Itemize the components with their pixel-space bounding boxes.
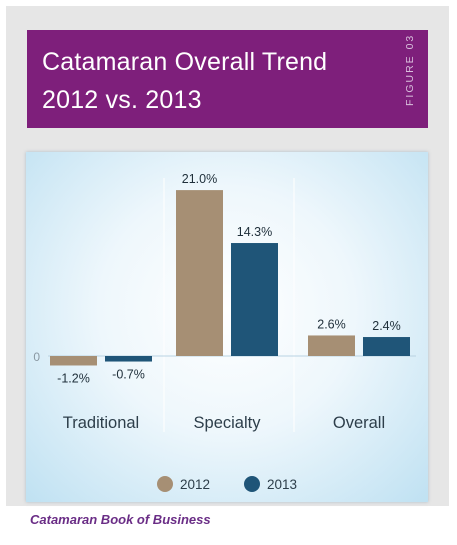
data-label: -0.7%	[112, 368, 145, 382]
bar-2013-specialty	[231, 243, 278, 356]
data-label: -1.2%	[57, 371, 90, 385]
source-note: Catamaran Book of Business	[30, 512, 211, 527]
data-label: 2.4%	[372, 319, 401, 333]
legend-label: 2012	[180, 477, 210, 492]
legend-label: 2013	[267, 477, 297, 492]
data-label: 21.0%	[182, 172, 217, 186]
category-label: Specialty	[194, 414, 262, 432]
bar-2012-traditional	[50, 356, 97, 366]
chart-subtitle: 2012 vs. 2013	[42, 86, 202, 114]
bar-2012-overall	[308, 335, 355, 356]
data-label: 14.3%	[237, 225, 272, 239]
chart-title: Catamaran Overall Trend	[42, 48, 328, 76]
chart-panel: 0 -1.2% 21.0% 2.6% -0.7% 14.3% 2.4% Traditional…	[26, 152, 428, 502]
bar-2013-overall	[363, 337, 410, 356]
legend-swatch-2012	[157, 476, 173, 492]
bar-chart: 0 -1.2% 21.0% 2.6% -0.7% 14.3% 2.4% Traditional…	[33, 172, 416, 492]
data-label: 2.6%	[317, 317, 346, 331]
figure-number-label: FIGURE 03	[404, 33, 416, 106]
legend-swatch-2013	[244, 476, 260, 492]
category-label: Overall	[333, 414, 385, 432]
category-label: Traditional	[63, 414, 139, 432]
zero-tick-label: 0	[33, 350, 40, 364]
bar-2013-traditional	[105, 356, 152, 362]
title-banner: Catamaran Overall Trend 2012 vs. 2013 FI…	[27, 30, 428, 128]
bar-2012-specialty	[176, 190, 223, 356]
